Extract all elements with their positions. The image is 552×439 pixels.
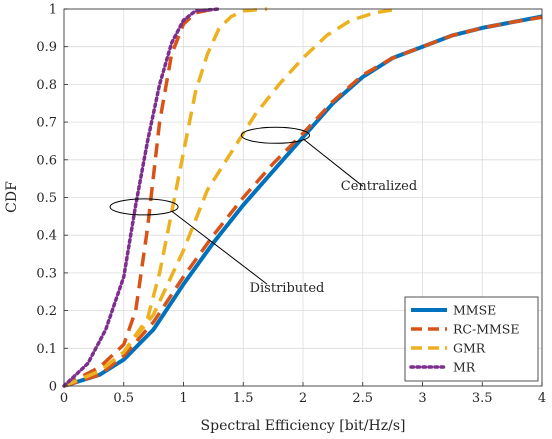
x-tick-label: 0.5: [113, 391, 134, 406]
x-tick-label: 0: [60, 391, 68, 406]
legend-label-mmse: MMSE: [453, 303, 496, 318]
legend-label-gmr: GMR: [453, 341, 486, 356]
axis-ticks: 0 0.5 1 1.5 2 2.5 3 3.5 4 0 0.1 0.2 0.3 0.4 0.5 0.6 0.7 0…: [36, 3, 546, 407]
y-axis-label: CDF: [4, 181, 20, 213]
annotation-ellipse: [109, 198, 179, 216]
annotation-pointer: [303, 138, 364, 187]
series-lines: [62, 7, 543, 388]
series-line-centralized-rc-mmse: [63, 15, 543, 388]
y-tick-label: 0.6: [36, 153, 57, 168]
series-line-centralized-mmse: [63, 14, 543, 388]
annotations: Centralized Distributed: [109, 126, 417, 296]
series-line-distributed-gmr: [63, 7, 268, 388]
x-tick-label: 4: [538, 391, 546, 406]
y-tick-label: 0.3: [36, 266, 57, 281]
annotation-ellipse: [241, 126, 311, 144]
legend-label-rc-mmse: RC-MMSE: [453, 322, 520, 337]
x-tick-label: 1: [179, 391, 187, 406]
legend: MMSE RC-MMSE GMR MR: [404, 296, 539, 382]
y-tick-label: 0.7: [36, 116, 57, 131]
x-tick-label: 3.5: [472, 391, 493, 406]
y-tick-label: 0.2: [36, 304, 57, 319]
y-tick-label: 0: [49, 380, 57, 395]
x-tick-label: 3: [418, 391, 426, 406]
y-tick-label: 0.5: [36, 191, 57, 206]
x-tick-label: 2.5: [352, 391, 373, 406]
y-tick-label: 0.9: [36, 40, 57, 55]
x-tick-label: 1.5: [233, 391, 254, 406]
annotation-pointer: [171, 210, 268, 285]
y-tick-label: 0.8: [36, 78, 57, 93]
annotation-label: Centralized: [341, 179, 417, 194]
x-axis-label: Spectral Efficiency [bit/Hz/s]: [201, 418, 406, 434]
y-tick-label: 0.1: [36, 342, 57, 357]
x-tick-label: 2: [299, 391, 307, 406]
series-line-distributed-rc-mmse: [63, 7, 214, 388]
annotation-label: Distributed: [250, 281, 325, 296]
y-tick-label: 1: [49, 3, 57, 18]
series-line-distributed-mr: [62, 7, 222, 388]
legend-label-mr: MR: [453, 360, 476, 375]
y-tick-label: 0.4: [36, 229, 57, 244]
